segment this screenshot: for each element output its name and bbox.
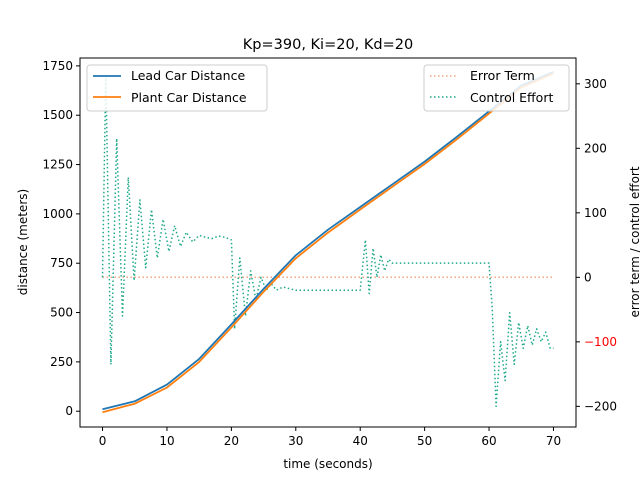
right-y-tick-label: 0 (584, 270, 592, 284)
x-tick-label: 40 (353, 434, 368, 448)
legend-left: Lead Car Distance Plant Car Distance (86, 64, 268, 112)
x-tick-label: 20 (224, 434, 239, 448)
legend-error-label: Error Term (470, 68, 535, 83)
legend-right-box (423, 64, 570, 112)
legend-control-label: Control Effort (470, 90, 553, 105)
left-y-tick-label: 1250 (42, 158, 73, 172)
left-y-tick-label: 750 (50, 256, 73, 270)
legend-left-box (86, 64, 268, 112)
right-y-tick-label: 200 (584, 141, 607, 155)
x-tick-label: 10 (159, 434, 174, 448)
x-axis-title: time (seconds) (283, 457, 372, 471)
right-y-tick-label: 100 (584, 206, 607, 220)
left-y-tick-label: 500 (50, 306, 73, 320)
legend-plant-label: Plant Car Distance (131, 90, 247, 105)
left-y-tick-label: 250 (50, 355, 73, 369)
plot-frame (79, 57, 577, 428)
legend-right: Error Term Control Effort (423, 64, 570, 112)
right-y-tick-label: −200 (584, 399, 617, 413)
left-y-tick-label: 0 (65, 404, 73, 418)
series-plant-car-distance (102, 72, 554, 414)
series-lead-car-distance (102, 70, 554, 411)
legend-lead-label: Lead Car Distance (131, 68, 245, 83)
left-y-tick-label: 1500 (42, 108, 73, 122)
plot-area (101, 70, 554, 414)
x-tick-label: 50 (417, 434, 432, 448)
left-y-tick-label: 1000 (42, 207, 73, 221)
x-tick-label: 60 (481, 434, 496, 448)
axes: 0 10 20 30 40 50 60 700250500750100012501500175… (42, 59, 617, 448)
right-y-axis-title: error term / control effort (628, 166, 640, 317)
right-y-tick-label: −100 (584, 335, 617, 349)
x-tick-label: 70 (546, 434, 561, 448)
left-y-axis-title: distance (meters) (16, 189, 30, 295)
left-y-tick-label: 1750 (42, 59, 73, 73)
x-tick-label: 0 (99, 434, 107, 448)
right-y-tick-label: 300 (584, 77, 607, 91)
chart-title: Kp=390, Ki=20, Kd=20 (243, 37, 413, 53)
x-tick-label: 30 (288, 434, 303, 448)
